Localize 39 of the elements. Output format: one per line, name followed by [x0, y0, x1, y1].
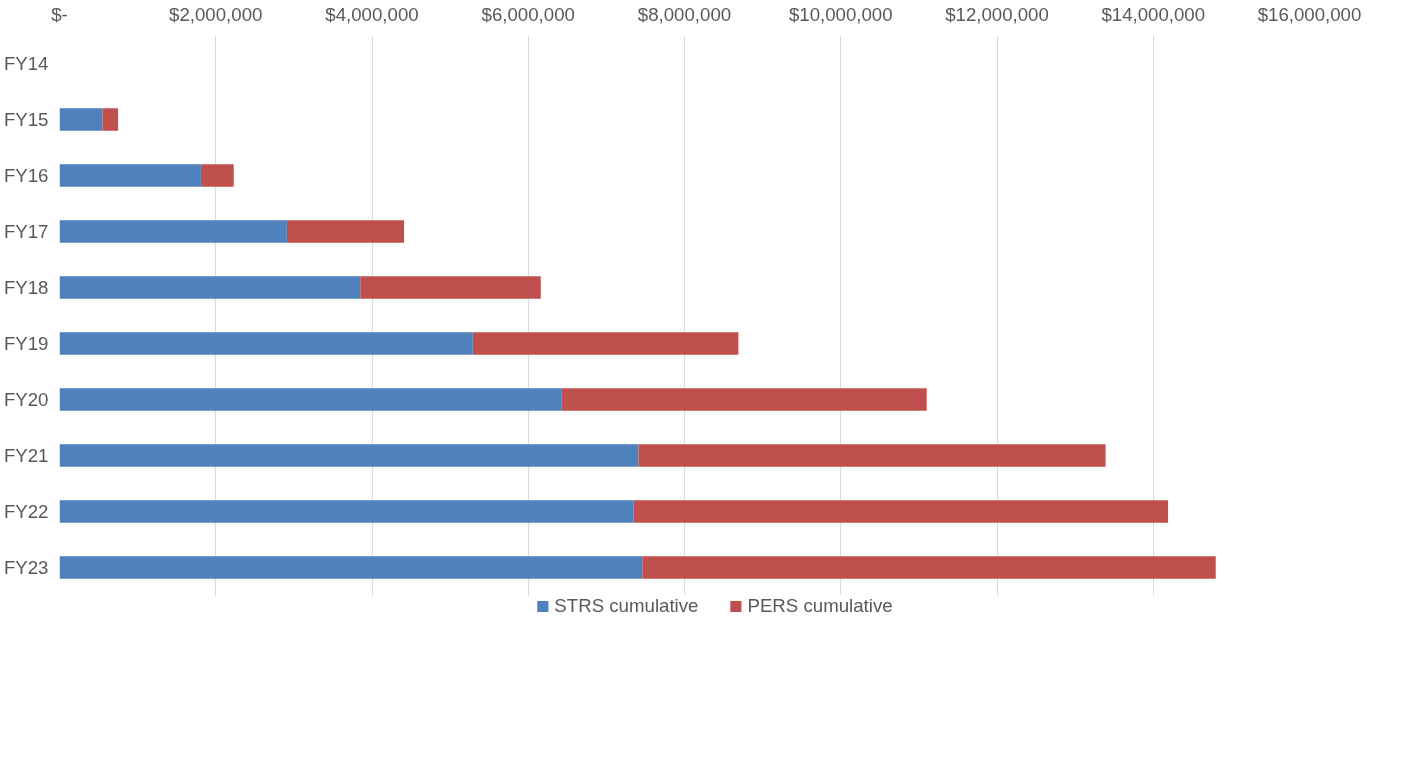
bar: [59, 444, 639, 467]
bar: [200, 164, 234, 187]
y-tick-label: FY19: [3, 333, 49, 354]
bar: [59, 164, 201, 187]
legend-label: STRS cumulative: [554, 595, 699, 617]
y-tick-label: FY15: [3, 109, 49, 130]
y-tick-label: FY16: [3, 165, 49, 186]
bar: [59, 276, 361, 299]
x-tick-label: $8,000,000: [637, 3, 732, 25]
bar: [360, 276, 541, 299]
legend-label: PERS cumulative: [747, 595, 893, 617]
bar: [286, 220, 405, 243]
bar: [59, 108, 103, 131]
bar: [59, 556, 643, 579]
x-tick-label: $2,000,000: [169, 3, 263, 25]
x-tick-label: $14,000,000: [1101, 3, 1206, 25]
bar: [59, 388, 562, 411]
bar: [59, 500, 634, 523]
y-tick-label: FY20: [3, 389, 49, 410]
y-tick-label: FY21: [3, 445, 49, 466]
bar: [59, 332, 473, 355]
x-tick-label: $4,000,000: [325, 3, 419, 25]
x-tick-label: $10,000,000: [788, 3, 893, 25]
x-tick-label: $6,000,000: [481, 3, 575, 25]
y-tick-label: FY17: [3, 221, 49, 242]
y-tick-label: FY18: [3, 277, 49, 298]
x-tick-label: $12,000,000: [945, 3, 1049, 25]
bar: [472, 332, 739, 355]
bar: [642, 556, 1216, 579]
bar: [102, 108, 119, 131]
x-tick-label: $16,000,000: [1257, 3, 1362, 25]
bar: [638, 444, 1106, 467]
bar: [59, 220, 287, 243]
y-tick-label: FY22: [3, 501, 49, 522]
x-tick-label: $-: [51, 3, 68, 25]
bar: [561, 388, 927, 411]
bar: [633, 500, 1169, 523]
y-tick-label: FY23: [3, 557, 49, 578]
y-tick-label: FY14: [3, 53, 49, 74]
